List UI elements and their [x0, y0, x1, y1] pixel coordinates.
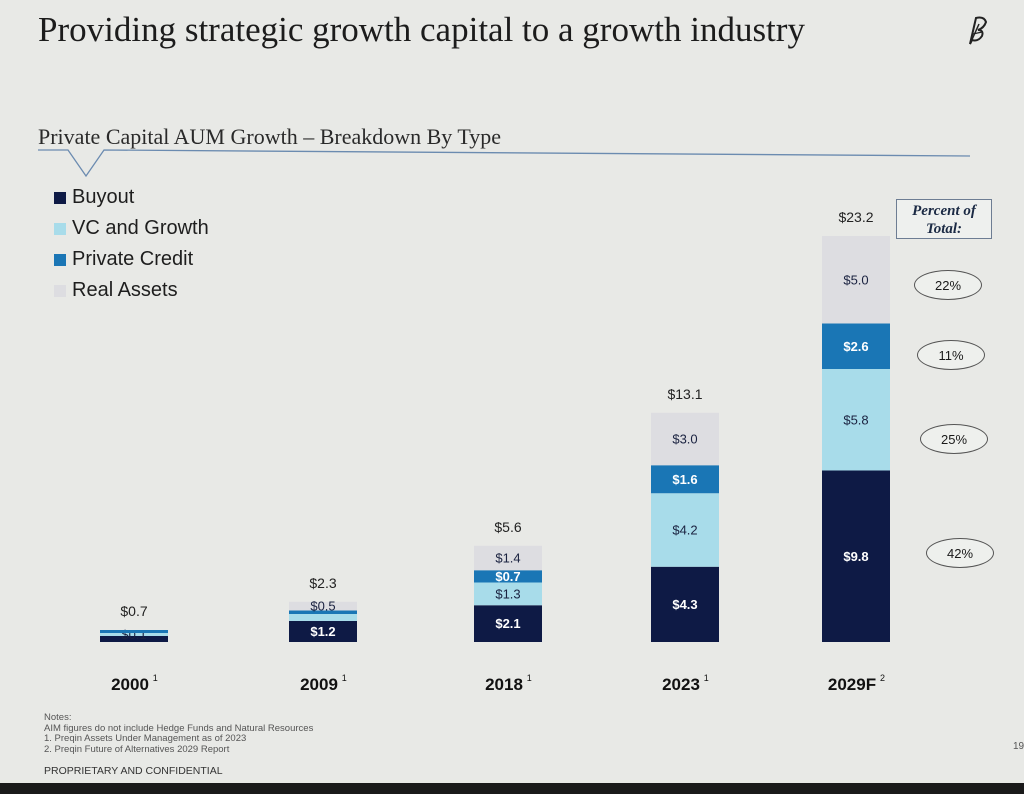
bar-segment-vc-and-growth: [100, 633, 168, 636]
note-line: AIM figures do not include Hedge Funds a…: [44, 722, 314, 734]
chart-subtitle: Private Capital AUM Growth – Breakdown B…: [38, 124, 502, 149]
category-label: 2009: [300, 675, 338, 694]
percent-oval-vc-growth: 25%: [920, 424, 988, 454]
bar-segment-real-assets: [651, 412, 719, 466]
note-line: 1. Preqin Assets Under Management as of …: [44, 733, 247, 744]
category-footnote-marker: 2: [880, 673, 885, 683]
data-label: $5.0: [843, 272, 868, 287]
category-footnote-marker: 1: [153, 673, 158, 683]
category-label: 2000: [111, 675, 149, 694]
bar-segment-real-assets: [289, 601, 357, 611]
data-label: $2.1: [495, 616, 520, 631]
legend-item-vc-growth: VC and Growth: [54, 213, 209, 244]
confidential-label: PROPRIETARY AND CONFIDENTIAL: [44, 765, 223, 777]
total-label: $23.2: [838, 209, 873, 225]
bar-segment-buyout: [289, 621, 357, 642]
data-label: $1.4: [495, 551, 520, 566]
bar-segment-vc-and-growth: [822, 369, 890, 471]
data-label: $2.6: [843, 339, 868, 354]
percent-oval-private-credit: 11%: [917, 340, 985, 370]
feather-logo-icon: [969, 16, 988, 45]
category-footnote-marker: 1: [342, 673, 347, 683]
category-footnote-marker: 1: [527, 673, 532, 683]
bar-segment-buyout: [474, 605, 542, 642]
legend-label: Real Assets: [72, 279, 178, 301]
bar-segment-vc-and-growth: [474, 582, 542, 606]
chart-legend: Buyout VC and Growth Private Credit Real…: [54, 182, 209, 306]
notes-heading: Notes:: [44, 712, 72, 723]
legend-swatch: [54, 191, 66, 204]
legend-item-private-credit: Private Credit: [54, 244, 209, 275]
total-label: $5.6: [494, 519, 521, 535]
legend-item-buyout: Buyout: [54, 182, 209, 213]
data-label: $3.0: [672, 432, 697, 447]
legend-label: VC and Growth: [72, 217, 209, 239]
bar-segment-buyout: [822, 470, 890, 642]
bar-segment-private-credit: [474, 570, 542, 583]
subtitle-underline: [38, 149, 970, 178]
bar-segment-vc-and-growth: [651, 493, 719, 567]
data-label: $4.2: [672, 523, 697, 538]
page-number: 19: [1013, 741, 1024, 752]
legend-label: Buyout: [72, 186, 135, 208]
bar-segment-buyout: [100, 636, 168, 642]
total-label: $13.1: [667, 386, 702, 402]
bar-segment-real-assets: [474, 545, 542, 571]
legend-swatch: [54, 253, 66, 266]
percent-oval-real-assets: 22%: [914, 270, 982, 300]
data-label: $0.7: [495, 569, 520, 584]
category-label: 2018: [485, 675, 523, 694]
bar-segment-buyout: [651, 566, 719, 642]
category-footnote-marker: 1: [704, 673, 709, 683]
category-label: 2029F: [828, 675, 876, 694]
percent-oval-buyout: 42%: [926, 538, 994, 568]
bar-segment-private-credit: [822, 323, 890, 369]
footnotes: Notes: AIM figures do not include Hedge …: [44, 712, 314, 755]
total-label: $0.7: [120, 603, 147, 619]
data-label: $1.2: [310, 624, 335, 639]
legend-swatch: [54, 284, 66, 297]
data-label: $1.3: [495, 586, 520, 601]
total-label: $2.3: [309, 575, 336, 591]
data-label: $4.3: [672, 597, 697, 612]
note-line: 2. Preqin Future of Alternatives 2029 Re…: [44, 743, 230, 755]
bar-segment-private-credit: [289, 610, 357, 614]
legend-label: Private Credit: [72, 248, 194, 270]
data-label: $1.6: [672, 472, 697, 487]
data-label: $5.8: [843, 412, 868, 427]
data-label: $9.8: [843, 549, 868, 564]
percent-of-total-header: Percent of Total:: [896, 199, 992, 239]
data-label: $0.5: [310, 599, 335, 614]
bar-segment-private-credit: [651, 465, 719, 494]
bar-segment-real-assets: [822, 236, 890, 324]
bar-segment-vc-and-growth: [289, 614, 357, 621]
legend-swatch: [54, 222, 66, 235]
category-label: 2023: [662, 675, 700, 694]
slide-title: Providing strategic growth capital to a …: [38, 10, 805, 49]
bar-segment-private-credit: [100, 630, 168, 633]
data-label: $0.1: [121, 627, 146, 642]
legend-item-real-assets: Real Assets: [54, 275, 209, 306]
screen-bezel: [0, 783, 1024, 794]
